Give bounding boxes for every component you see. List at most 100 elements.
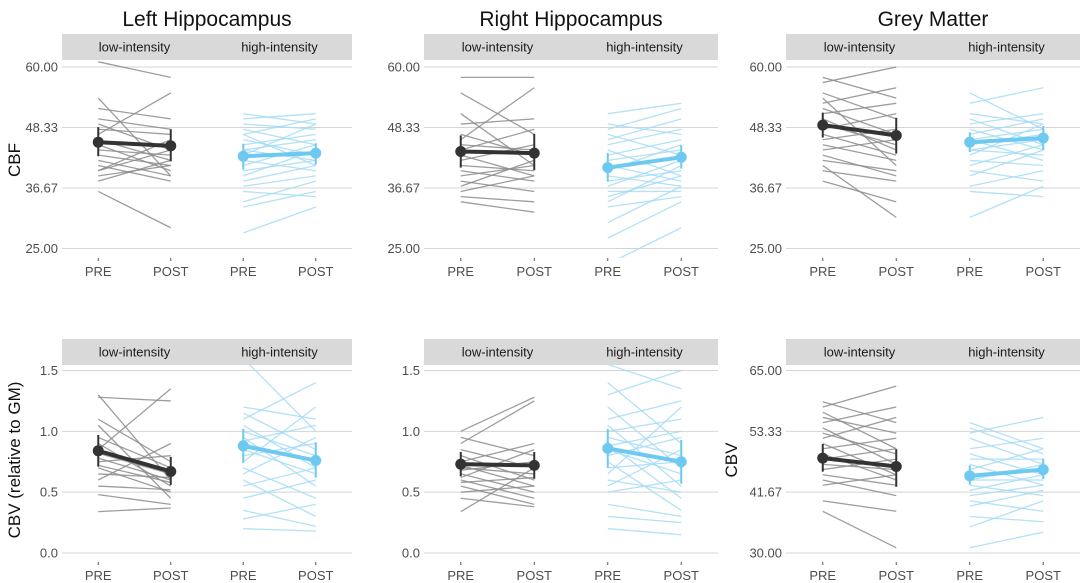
mean-line	[605, 155, 684, 170]
y-tick-label: 36.67	[387, 180, 420, 195]
chart-6: CBV 30.00 41.67 53.33 65.00 low-intensity PRE P…	[722, 339, 1080, 583]
panel-high-intensity: high-intensity PRE POST	[933, 34, 1080, 279]
facet-strip	[571, 34, 718, 60]
panel-high-intensity: high-intensity PRE POST	[933, 339, 1080, 583]
y-axis-title: CBF	[5, 143, 24, 177]
y-tick-label: 60.00	[25, 60, 58, 75]
y-tick-label: 1.5	[40, 363, 58, 378]
y-tick-label: 48.33	[25, 120, 58, 135]
subject-line	[460, 164, 535, 172]
subject-line	[243, 118, 316, 136]
subject-line	[242, 123, 317, 156]
subject-line	[822, 500, 897, 512]
subject-line	[607, 406, 682, 475]
subject-line	[607, 138, 682, 156]
y-tick-label: 0.0	[402, 546, 420, 561]
subject-line	[969, 170, 1044, 182]
subject-line	[242, 406, 317, 463]
mean-point	[310, 147, 322, 159]
subject-line	[607, 118, 682, 141]
subject-line	[969, 489, 1044, 507]
subject-line	[98, 452, 171, 475]
subject-line	[98, 61, 171, 79]
mean-point	[455, 458, 467, 470]
x-tick-label: POST	[517, 568, 552, 583]
subject-line	[242, 479, 317, 518]
mean-point	[237, 440, 249, 452]
subject-line	[607, 369, 682, 396]
subject-line	[607, 102, 682, 115]
subject-line	[98, 455, 171, 463]
subject-line	[243, 442, 316, 457]
subject-line	[607, 528, 682, 536]
subject-line	[607, 461, 682, 469]
subject-line	[607, 365, 682, 390]
subject-line	[822, 128, 897, 141]
facet-strip	[62, 34, 207, 60]
chart-3: Grey Matter 25.00 36.67 48.33 60.00 low-inten…	[749, 8, 1080, 279]
x-tick-label: PRE	[594, 264, 621, 279]
subject-line	[460, 159, 535, 187]
x-tick-label: POST	[879, 568, 914, 583]
subject-line	[822, 138, 897, 151]
subject-line	[460, 175, 535, 193]
y-tick-label: 0.5	[40, 485, 58, 500]
x-tick-label: PRE	[956, 264, 983, 279]
subject-line	[460, 118, 535, 125]
subject-line	[822, 427, 897, 465]
mean-point	[817, 119, 829, 131]
subject-line	[460, 144, 535, 151]
subject-line	[460, 467, 535, 513]
y-tick-label: 41.67	[749, 485, 782, 500]
subject-line	[460, 436, 535, 457]
y-axis-title: CBV (relative to GM)	[5, 382, 24, 539]
facet-strip-label: high-intensity	[241, 345, 318, 360]
panel-low-intensity: low-intensity PRE POST	[786, 34, 933, 279]
subject-line	[243, 479, 316, 499]
subject-line	[969, 463, 1044, 486]
subject-line	[969, 144, 1044, 167]
mean-line	[967, 136, 1046, 145]
subject-line	[607, 149, 682, 161]
mean-point	[1037, 132, 1049, 144]
subject-line	[243, 190, 316, 208]
mean-line	[241, 151, 318, 159]
facet-strip-label: high-intensity	[606, 40, 683, 55]
panel-low-intensity: low-intensity PRE POST	[424, 34, 571, 279]
subject-line	[460, 473, 535, 493]
subject-line	[98, 164, 171, 182]
subject-line	[98, 149, 171, 172]
mean-point	[675, 151, 687, 163]
subject-line	[98, 159, 171, 177]
x-tick-label: PRE	[447, 568, 474, 583]
subject-line	[607, 448, 682, 475]
subject-line	[98, 118, 171, 130]
x-tick-label: POST	[879, 264, 914, 279]
subject-line	[242, 133, 317, 167]
mean-line	[96, 140, 173, 148]
subject-line	[969, 422, 1044, 450]
subject-line	[98, 485, 171, 491]
y-tick-label: 60.00	[749, 60, 782, 75]
subject-line	[607, 449, 682, 487]
subject-line	[618, 227, 682, 258]
subject-line	[98, 396, 171, 402]
subject-line	[607, 175, 682, 187]
subject-line	[242, 467, 317, 499]
mean-line	[967, 467, 1046, 478]
x-tick-label: PRE	[809, 568, 836, 583]
y-tick-label: 25.00	[387, 241, 420, 256]
facet-strip	[571, 339, 718, 365]
facet-strip-label: low-intensity	[462, 345, 534, 360]
subject-line	[460, 87, 535, 141]
subject-line	[97, 388, 172, 451]
subject-line	[243, 528, 316, 532]
facet-strip	[933, 34, 1080, 60]
subject-line	[969, 87, 1044, 104]
x-tick-label: PRE	[447, 264, 474, 279]
subject-line	[969, 437, 1044, 465]
mean-line	[458, 149, 537, 156]
subject-line	[822, 411, 897, 450]
subject-line	[460, 476, 535, 484]
